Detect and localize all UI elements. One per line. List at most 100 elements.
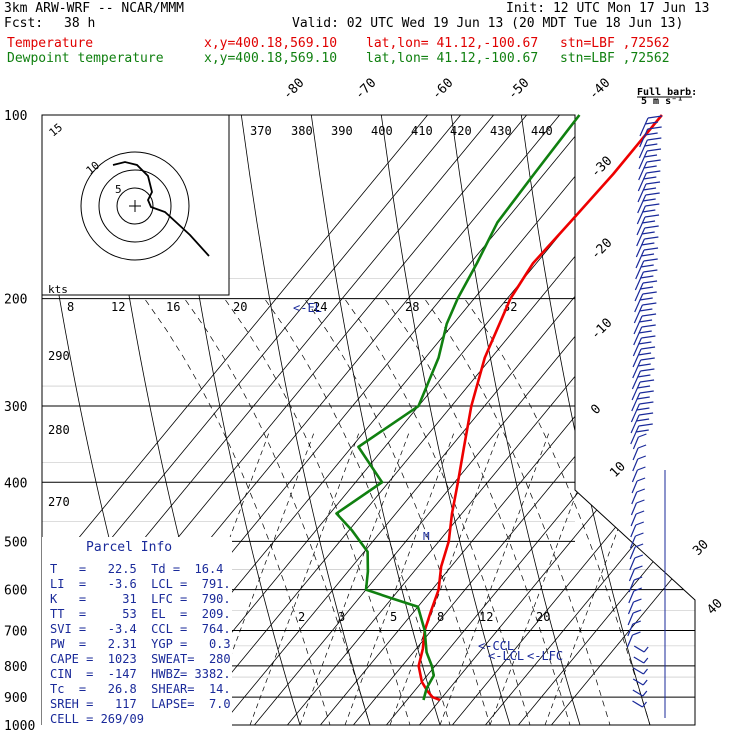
parcel-row: LI = -3.6 LCL = 791. — [50, 577, 231, 591]
dewpoint-profile — [335, 114, 581, 701]
wind-barb-flag — [642, 291, 657, 295]
wind-barb-shaft — [632, 348, 642, 368]
forecast-label: Fcst: — [4, 16, 44, 31]
wind-barb-flag — [637, 363, 651, 367]
wind-barb — [634, 291, 657, 313]
isotherm-label: -70 — [352, 76, 379, 103]
wind-barb — [630, 521, 645, 538]
mixing-ratio-line — [249, 429, 361, 725]
moist-adiabat-line — [464, 298, 655, 725]
isotherm-line — [386, 115, 695, 725]
dewpoint-legend: Dewpoint temperature — [7, 51, 164, 66]
wind-barb-shaft — [632, 700, 643, 708]
wind-barb-shaft — [633, 667, 644, 675]
mixing-ratio-label: 3 — [338, 610, 345, 624]
wind-barb — [633, 667, 648, 675]
wind-barb-flag — [642, 280, 658, 284]
parcel-row: CAPE = 1023 SWEAT= 280 — [50, 652, 231, 666]
wind-barb-flag — [644, 143, 658, 147]
wind-barb-flag — [644, 236, 659, 240]
wind-barb-flag — [634, 554, 644, 559]
wind-barb-shaft — [632, 678, 644, 686]
wind-barb-shaft — [632, 337, 642, 357]
parcel-row: PW = 2.31 YGP = 0.3 — [50, 637, 231, 651]
wind-barb — [638, 137, 662, 159]
isotherm-label: -40 — [586, 76, 613, 103]
wind-barb-shaft — [632, 447, 639, 461]
wind-barb — [638, 159, 661, 181]
wind-barb-flag — [642, 679, 648, 686]
wind-barb-flag — [636, 396, 650, 400]
isotherm-label: -20 — [588, 236, 615, 263]
wind-barb — [631, 379, 655, 401]
wind-barb-shaft — [631, 392, 641, 412]
mixing-ratio-label: 8 — [437, 610, 444, 624]
mixing-ratio-label: 12 — [479, 610, 493, 624]
dry-adiabat-line — [0, 115, 24, 738]
moist-adiabat-line — [264, 298, 455, 725]
wind-barb-flag — [643, 154, 658, 158]
el-marker: <-EL — [293, 301, 322, 315]
parcel-row: TT = 53 EL = 209. — [50, 607, 231, 621]
wind-barb-shaft — [635, 260, 645, 280]
mixing-ratio-label: 16 — [166, 300, 180, 314]
wind-barb — [632, 357, 655, 379]
wind-barb-shaft — [631, 381, 641, 401]
wind-barb-flag — [632, 631, 641, 636]
wind-barb-shaft — [628, 579, 635, 593]
wind-barb — [639, 115, 663, 137]
wind-barb-flag — [643, 176, 657, 180]
wind-barb-flag — [643, 668, 648, 675]
wind-barb — [637, 181, 661, 203]
wind-barb-flag — [640, 346, 656, 350]
dewpoint-station: stn=LBF ,72562 — [560, 51, 670, 66]
pressure-label: 300 — [4, 400, 27, 415]
wind-barb — [637, 192, 660, 214]
isotherm-line — [42, 115, 461, 725]
hodograph-trace — [112, 161, 210, 257]
theta-label: 280 — [48, 423, 70, 437]
wind-barb — [632, 455, 646, 472]
wind-barb-shaft — [636, 205, 646, 225]
wind-barb — [629, 532, 644, 549]
wind-barb-flag — [634, 565, 643, 570]
hodograph-units: kts — [48, 283, 68, 296]
wind-barb-flag — [638, 330, 652, 334]
theta-e-label: 370 — [250, 124, 272, 138]
wind-barb — [632, 689, 648, 697]
wind-barb-flag — [647, 126, 662, 130]
wind-barb-flag — [644, 132, 658, 136]
wind-barb — [631, 488, 645, 505]
wind-barb — [631, 466, 646, 483]
isotherm-label: -10 — [588, 316, 615, 343]
theta-e-label: 430 — [490, 124, 512, 138]
mixing-ratio-label: 8 — [67, 300, 74, 314]
moist-adiabat-line — [144, 298, 335, 725]
wind-barb-flag — [638, 319, 653, 323]
wind-barb-shaft — [634, 271, 644, 291]
wind-barb-flag — [636, 499, 645, 504]
wind-barb-flag — [637, 455, 646, 460]
wind-barb-flag — [635, 510, 645, 515]
wind-barb — [636, 214, 660, 236]
dry-adiabat-line — [170, 115, 305, 725]
isotherm-label: -60 — [429, 76, 456, 103]
wind-barb-shaft — [637, 172, 647, 192]
wind-barb — [635, 236, 659, 258]
wind-barb-shaft — [639, 117, 649, 137]
mixing-ratio-label: 20 — [233, 300, 247, 314]
wind-barb — [633, 313, 657, 335]
wind-barb — [629, 554, 644, 571]
pressure-label: 400 — [4, 476, 27, 491]
wind-barb-shaft — [631, 480, 638, 494]
parcel-row: Tc = 26.8 SHEAR= 14. — [50, 682, 231, 696]
full-barb-value: 5 m s⁻¹ — [641, 96, 683, 107]
wind-barb-flag — [647, 115, 663, 119]
wind-barb-flag — [642, 302, 657, 306]
wind-barb — [637, 170, 661, 192]
wind-barb-flag — [645, 203, 660, 207]
mixing-ratio-line — [344, 429, 456, 725]
wind-barb-shaft — [633, 326, 643, 346]
isotherm-line — [452, 115, 695, 725]
pressure-label: 600 — [4, 584, 27, 599]
